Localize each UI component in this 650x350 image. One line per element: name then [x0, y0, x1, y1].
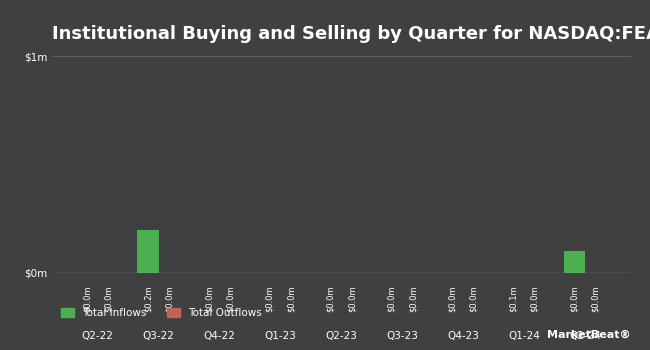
Text: $0.1m: $0.1m	[509, 285, 518, 312]
Text: $0.0m: $0.0m	[164, 285, 174, 312]
Text: $0.0m: $0.0m	[204, 285, 213, 312]
Text: Institutional Buying and Selling by Quarter for NASDAQ:FEAM: Institutional Buying and Selling by Quar…	[52, 25, 650, 43]
Text: $0.0m: $0.0m	[104, 285, 113, 312]
Bar	[137, 230, 159, 273]
Bar	[564, 251, 585, 273]
Text: $0.2m: $0.2m	[144, 285, 152, 312]
Legend: Total Inflows, Total Outflows: Total Inflows, Total Outflows	[57, 304, 266, 323]
Text: $0.0m: $0.0m	[326, 285, 335, 312]
Text: $0.0m: $0.0m	[569, 285, 578, 312]
Text: $0.0m: $0.0m	[347, 285, 356, 312]
Text: $0.0m: $0.0m	[448, 285, 457, 312]
Text: $0.0m: $0.0m	[226, 285, 235, 312]
Text: $0.0m: $0.0m	[469, 285, 478, 312]
Text: $0.0m: $0.0m	[83, 285, 92, 312]
Text: MarketBeat®: MarketBeat®	[547, 329, 630, 340]
Text: $0.0m: $0.0m	[265, 285, 274, 312]
Text: $0.0m: $0.0m	[530, 285, 539, 312]
Text: $0.0m: $0.0m	[591, 285, 600, 312]
Text: $0.0m: $0.0m	[287, 285, 296, 312]
Text: $0.0m: $0.0m	[408, 285, 417, 312]
Text: $0.0m: $0.0m	[387, 285, 396, 312]
